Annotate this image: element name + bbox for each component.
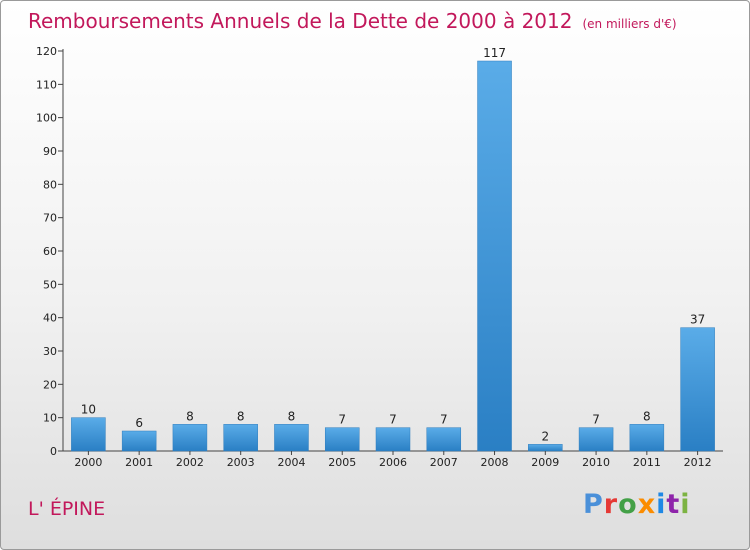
bar-value-label: 117 [483, 46, 506, 60]
bar-value-label: 8 [288, 409, 296, 423]
bar-value-label: 7 [592, 413, 600, 427]
bar [629, 424, 665, 452]
bar [121, 430, 157, 452]
bar [578, 427, 614, 452]
x-tick-label: 2003 [227, 456, 255, 469]
y-tick-label: 20 [43, 378, 57, 391]
y-tick-label: 120 [36, 45, 57, 58]
chart-unit-note: (en milliers d'€) [582, 17, 677, 31]
x-tick-label: 2002 [176, 456, 204, 469]
y-tick-label: 0 [50, 445, 57, 458]
bar-value-label: 2 [541, 429, 549, 443]
logo-letter: x [637, 489, 657, 520]
bar-value-label: 6 [135, 416, 143, 430]
x-tick-label: 2001 [125, 456, 153, 469]
x-tick-label: 2008 [481, 456, 509, 469]
bar [426, 427, 462, 452]
y-tick-label: 30 [43, 345, 57, 358]
bar-value-label: 8 [237, 409, 245, 423]
logo-letter: P [583, 489, 604, 520]
y-tick-label: 110 [36, 78, 57, 91]
bar [172, 424, 208, 452]
logo-letter: i [680, 489, 691, 520]
bar-value-label: 7 [389, 413, 397, 427]
x-tick-label: 2000 [74, 456, 102, 469]
logo-letter: i [656, 489, 667, 520]
y-tick-label: 80 [43, 178, 57, 191]
bar-value-label: 37 [690, 313, 705, 327]
bar [71, 417, 106, 452]
chart-title: Remboursements Annuels de la Dette de 20… [28, 9, 677, 33]
y-tick-label: 70 [43, 212, 57, 225]
bar [274, 424, 309, 452]
logo-letter: r [603, 489, 619, 520]
bar-value-label: 7 [440, 413, 448, 427]
bar [477, 60, 512, 452]
x-tick-label: 2011 [633, 456, 661, 469]
y-tick-label: 60 [43, 245, 57, 258]
bar [528, 444, 563, 452]
bar-value-label: 8 [186, 409, 194, 423]
bar [223, 424, 258, 452]
proxiti-logo: Proxiti [583, 489, 691, 520]
bar-value-label: 8 [643, 409, 651, 423]
bar [324, 427, 360, 452]
x-tick-label: 2006 [379, 456, 407, 469]
x-tick-label: 2004 [277, 456, 305, 469]
y-tick-label: 50 [43, 278, 57, 291]
logo-letter: t [666, 489, 681, 520]
y-tick-label: 10 [43, 412, 57, 425]
bar [375, 427, 411, 452]
town-name: L' ÉPINE [28, 498, 106, 520]
x-tick-label: 2007 [430, 456, 458, 469]
bar [680, 327, 715, 452]
x-tick-label: 2012 [684, 456, 712, 469]
x-tick-label: 2005 [328, 456, 356, 469]
bar-value-label: 7 [338, 413, 346, 427]
y-tick-label: 100 [36, 112, 57, 125]
x-tick-label: 2010 [582, 456, 610, 469]
x-tick-label: 2009 [531, 456, 559, 469]
bar-value-label: 10 [81, 403, 96, 417]
y-tick-label: 40 [43, 312, 57, 325]
chart-title-text: Remboursements Annuels de la Dette de 20… [28, 9, 573, 33]
logo-letter: o [618, 489, 638, 520]
y-tick-label: 90 [43, 145, 57, 158]
